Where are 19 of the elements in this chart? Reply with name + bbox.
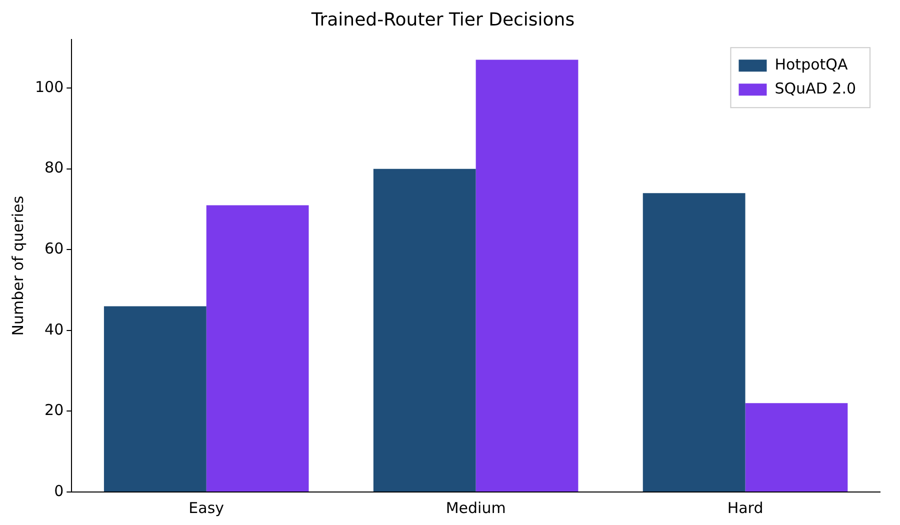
chart-title: Trained-Router Tier Decisions [310, 9, 575, 30]
bar [206, 205, 309, 492]
y-tick-label: 40 [44, 320, 64, 338]
x-tick-label: Easy [188, 498, 224, 517]
legend-label: HotpotQA [774, 55, 848, 74]
legend-label: SQuAD 2.0 [774, 79, 856, 98]
bar [476, 60, 578, 492]
bar [745, 403, 848, 492]
bar [642, 193, 746, 492]
x-tick-label: Medium [446, 498, 506, 517]
x-tick-label: Hard [727, 498, 764, 517]
y-tick-label: 60 [44, 240, 64, 258]
y-tick-label: 0 [54, 482, 64, 500]
bar [104, 306, 206, 492]
y-tick-label: 80 [44, 158, 64, 177]
y-tick-label: 100 [34, 78, 64, 96]
y-tick-label: 20 [44, 401, 64, 420]
bar [373, 168, 476, 492]
y-axis-title: Number of queries [8, 196, 27, 336]
